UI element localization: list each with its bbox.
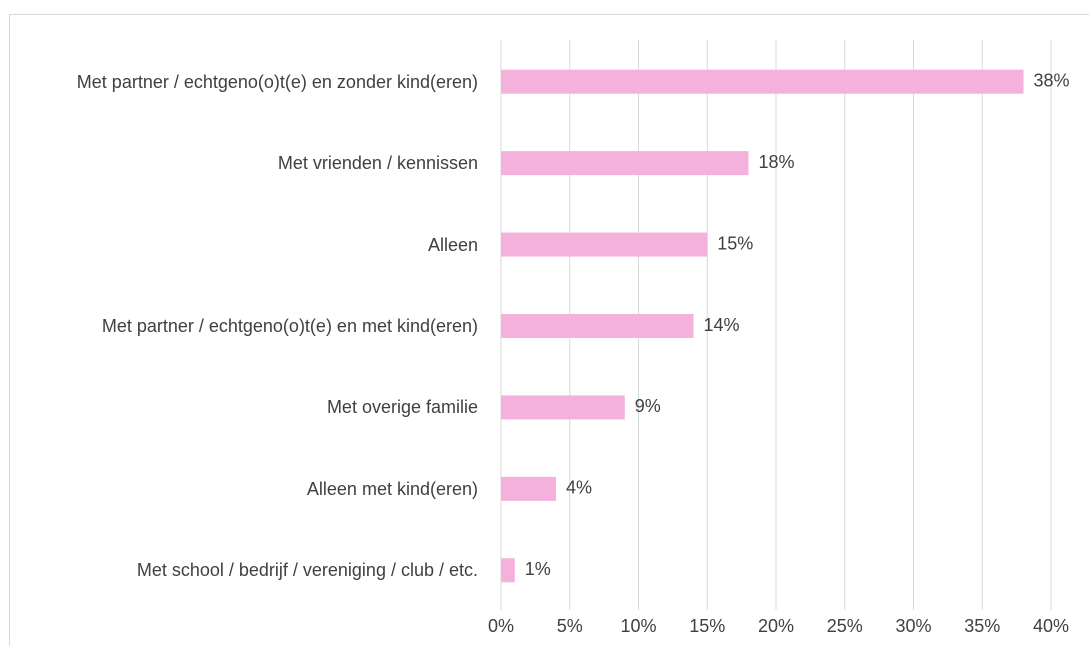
- y-tick-label: Alleen met kind(eren): [306, 478, 478, 499]
- x-tick-label: 5%: [557, 616, 583, 636]
- data-label: 38%: [1034, 70, 1070, 90]
- x-tick-label: 0%: [488, 616, 514, 636]
- x-tick-label: 40%: [1033, 616, 1069, 636]
- x-tick-label: 15%: [689, 616, 725, 636]
- y-tick-label: Met overige familie: [326, 397, 478, 418]
- bar: [501, 69, 1024, 94]
- bar: [501, 151, 749, 176]
- y-tick-label: Met partner / echtgeno(o)t(e) en zonder …: [76, 71, 478, 92]
- bar: [501, 395, 625, 420]
- data-label: 18%: [759, 152, 795, 172]
- data-label: 14%: [704, 315, 740, 335]
- x-tick-label: 30%: [895, 616, 931, 636]
- data-label: 15%: [717, 233, 753, 253]
- y-tick-label: Alleen: [427, 234, 478, 255]
- data-label: 1%: [525, 559, 551, 579]
- bar: [501, 314, 694, 338]
- chart-border: [9, 14, 1089, 646]
- bar: [501, 558, 515, 583]
- data-label: 9%: [635, 396, 661, 416]
- bar: [501, 476, 556, 501]
- y-tick-label: Met school / bedrijf / vereniging / club…: [136, 560, 478, 581]
- x-tick-label: 10%: [620, 616, 656, 636]
- data-label: 4%: [566, 478, 592, 498]
- x-tick-label: 35%: [964, 616, 1000, 636]
- x-tick-label: 25%: [827, 616, 863, 636]
- y-tick-label: Met vrienden / kennissen: [277, 153, 478, 174]
- y-tick-label: Met partner / echtgeno(o)t(e) en met kin…: [101, 316, 478, 336]
- bar: [501, 232, 708, 257]
- x-tick-label: 20%: [758, 616, 794, 636]
